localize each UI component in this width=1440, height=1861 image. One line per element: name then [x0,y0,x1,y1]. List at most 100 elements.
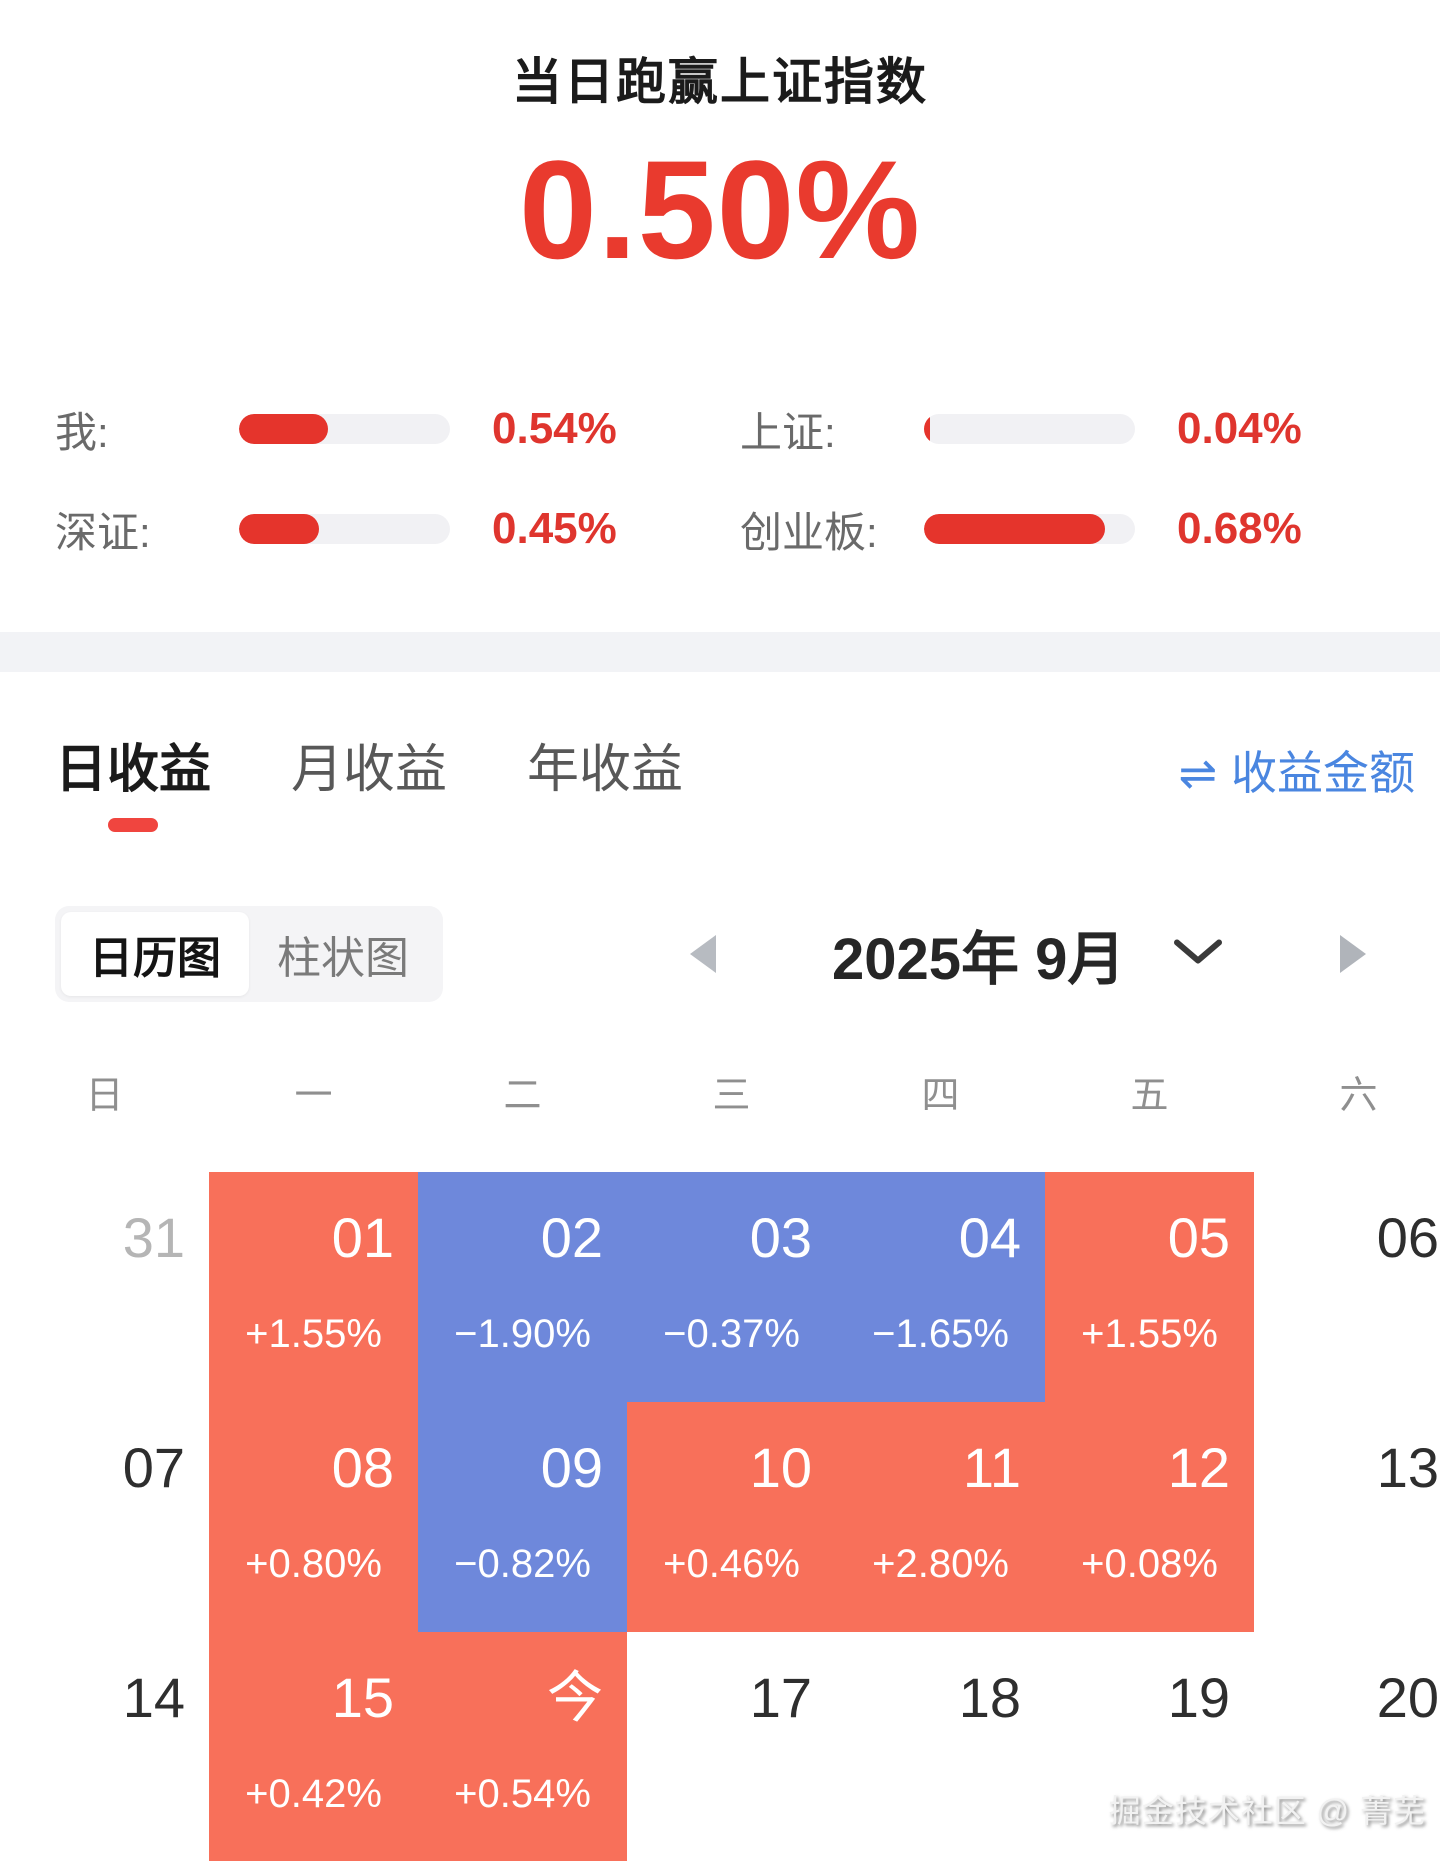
calendar-day-cell[interactable]: 12 +0.08% [1045,1402,1254,1632]
return-calendar-heatmap: 31 01 +1.55% 02 −1.90% 03 −0.37% 04 −1.65% 05 +1.5… [0,1172,1440,1861]
weekday-header: 日 一 二 三 四 五 六 [0,1064,1440,1119]
calendar-day-return: −1.90% [454,1312,591,1356]
calendar-day-return: +2.80% [872,1542,1009,1586]
calendar-day-cell[interactable]: 11 +2.80% [836,1402,1045,1632]
prev-month-icon[interactable] [690,935,716,973]
calendar-day-cell[interactable]: 02 −1.90% [418,1172,627,1402]
calendar-row: 31 01 +1.55% 02 −1.90% 03 −0.37% 04 −1.65% 05 +1.5… [0,1172,1440,1402]
calendar-day-number: 18 [958,1666,1021,1729]
calendar-day-cell-today[interactable]: 今 +0.54% [418,1632,627,1861]
weekday-label: 二 [503,1075,542,1117]
calendar-day-cell[interactable]: 03 −0.37% [627,1172,836,1402]
calendar-day-cell[interactable]: 05 +1.55% [1045,1172,1254,1402]
next-month-icon[interactable] [1340,935,1366,973]
calendar-day-number: 06 [1376,1206,1439,1269]
calendar-day-number: 20 [1376,1666,1439,1729]
calendar-day-cell[interactable]: 13 [1254,1402,1440,1632]
stat-progress-bar [924,414,1135,444]
calendar-day-cell[interactable]: 06 [1254,1172,1440,1402]
calendar-day-number: 19 [1167,1666,1230,1729]
calendar-day-number: 10 [749,1436,812,1499]
calendar-day-cell[interactable]: 08 +0.80% [209,1402,418,1632]
weekday-label: 三 [712,1075,751,1117]
weekday-label: 六 [1339,1075,1378,1117]
stat-progress-fill [924,414,931,444]
tab-yearly-return[interactable]: 年收益 [527,741,684,799]
calendar-controls: 日历图 柱状图 2025年 9月 [0,906,1440,1002]
calendar-day-number: 14 [122,1666,185,1729]
calendar-day-cell[interactable]: 01 +1.55% [209,1172,418,1402]
calendar-day-cell[interactable]: 14 [0,1632,209,1861]
calendar-day-cell[interactable]: 09 −0.82% [418,1402,627,1632]
calendar-day-number: 07 [122,1436,185,1499]
calendar-day-number: 01 [331,1206,394,1269]
period-tabs: 日收益 月收益 年收益 ⇌ 收益金额 [0,744,1440,796]
stat-progress-fill [239,514,320,544]
calendar-day-cell[interactable]: 20 [1254,1632,1440,1861]
calendar-day-number: 17 [749,1666,812,1729]
calendar-day-number: 13 [1376,1436,1439,1499]
index-comparison-stats: 我: 0.54% 上证: 0.04% 深证: 0.45% 创业板: 0.68% [0,402,1440,556]
calendar-day-number: 11 [962,1436,1021,1499]
stat-label: 我: [55,408,109,456]
section-divider [0,632,1440,672]
weekday-label: 日 [85,1075,124,1117]
stat-value: 0.54% [492,404,617,453]
amount-toggle-label: 收益金额 [1231,747,1415,799]
calendar-day-number: 09 [540,1436,603,1499]
page-title: 当日跑赢上证指数 [512,54,928,110]
stat-value: 0.68% [1177,504,1302,553]
segment-calendar-view[interactable]: 日历图 [61,912,249,996]
calendar-day-number: 02 [540,1206,603,1269]
calendar-day-number: 03 [749,1206,812,1269]
weekday-label: 四 [921,1075,960,1117]
calendar-day-number: 08 [331,1436,394,1499]
tab-monthly-return[interactable]: 月收益 [291,741,448,799]
calendar-row: 07 08 +0.80% 09 −0.82% 10 +0.46% 11 +2.80% 12 +0.0… [0,1402,1440,1632]
month-selector-label[interactable]: 2025年 9月 [832,927,1126,992]
stat-row-shenzhen: 深证: 0.45% [55,502,740,556]
calendar-day-cell[interactable]: 15 +0.42% [209,1632,418,1861]
stat-row-shanghai: 上证: 0.04% [740,402,1440,456]
outperform-value: 0.50% [519,131,921,288]
calendar-day-cell[interactable]: 18 [836,1632,1045,1861]
watermark: 掘金技术社区 @ 菁芜 [1108,1793,1426,1829]
calendar-day-return: +1.55% [1081,1312,1218,1356]
calendar-day-number: 15 [331,1666,394,1729]
swap-arrows-icon: ⇌ [1178,747,1217,799]
stat-progress-fill [924,514,1106,544]
weekday-label: 一 [294,1075,333,1117]
stat-progress-fill [239,414,328,444]
view-mode-segmented-control: 日历图 柱状图 [55,906,443,1002]
calendar-day-number: 12 [1167,1436,1230,1499]
calendar-day-return: +1.55% [245,1312,382,1356]
calendar-day-cell[interactable]: 07 [0,1402,209,1632]
calendar-day-cell[interactable]: 10 +0.46% [627,1402,836,1632]
stat-row-me: 我: 0.54% [55,402,740,456]
calendar-row: 14 15 +0.42% 今 +0.54% 17 18 19 20 [0,1632,1440,1861]
calendar-day-return: +0.80% [245,1542,382,1586]
calendar-day-return: +0.08% [1081,1542,1218,1586]
calendar-day-number: 04 [958,1206,1021,1269]
calendar-day-cell[interactable]: 04 −1.65% [836,1172,1045,1402]
stat-progress-bar [239,414,450,444]
weekday-label: 五 [1130,1075,1169,1117]
tab-daily-return[interactable]: 日收益 [55,741,212,799]
calendar-day-return: +0.46% [663,1542,800,1586]
calendar-day-return: +0.42% [245,1772,382,1816]
calendar-day-cell[interactable]: 19 [1045,1632,1254,1861]
calendar-day-cell[interactable]: 31 [0,1172,209,1402]
stat-row-chinext: 创业板: 0.68% [740,502,1440,556]
stat-label: 创业板: [740,508,878,556]
toggle-amount-view-button[interactable]: ⇌ 收益金额 [1178,750,1415,796]
chevron-down-icon[interactable] [1172,937,1224,972]
stat-value: 0.04% [1177,404,1302,453]
segment-bar-view[interactable]: 柱状图 [277,934,409,983]
calendar-day-return: −1.65% [872,1312,1009,1356]
calendar-day-number: 31 [122,1206,185,1269]
calendar-day-return: −0.37% [663,1312,800,1356]
calendar-day-number: 05 [1167,1206,1230,1269]
stat-progress-bar [239,514,450,544]
calendar-day-cell[interactable]: 17 [627,1632,836,1861]
stat-progress-bar [924,514,1135,544]
